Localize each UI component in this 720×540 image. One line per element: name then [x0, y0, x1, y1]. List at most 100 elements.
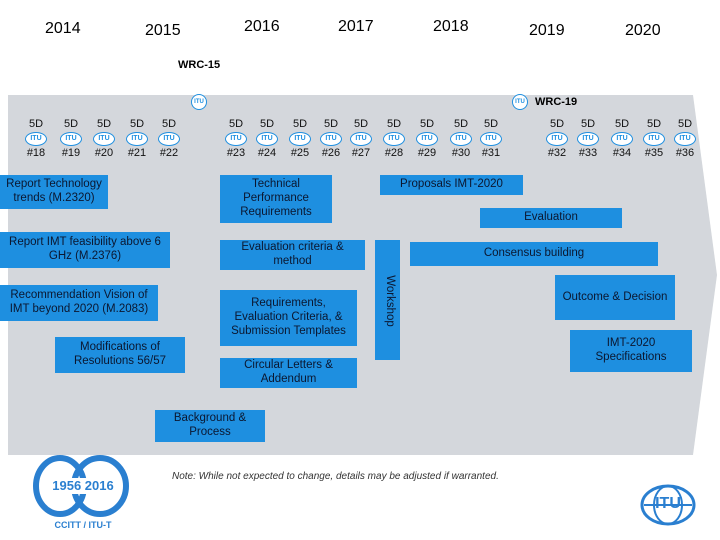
meeting-number: #23 [226, 147, 246, 159]
meeting-group-label: 5D [292, 118, 308, 130]
meeting-number: #36 [675, 147, 695, 159]
meeting-number: #18 [26, 147, 46, 159]
meeting-number: #31 [481, 147, 501, 159]
timeline-arrowhead [693, 95, 717, 455]
meeting-group-label: 5D [549, 118, 565, 130]
year-2016: 2016 [244, 18, 280, 35]
meeting-number: #26 [321, 147, 341, 159]
itu-icon: ITU [383, 132, 405, 146]
meeting-number: #25 [290, 147, 310, 159]
anniversary-caption: CCITT / ITU-T [54, 520, 112, 530]
box-proposals-imt-2020: Proposals IMT-2020 [380, 175, 523, 195]
wrc-19-label: WRC-19 [535, 96, 578, 108]
meeting-5d-32: 5D ITU #32 [540, 118, 574, 168]
meeting-5d-19: 5D ITU #19 [54, 118, 88, 168]
box-background-process: Background & Process [155, 410, 265, 442]
itu-logo-text: ITU [655, 495, 681, 512]
itu-icon: ITU [350, 132, 372, 146]
itu-icon: ITU [225, 132, 247, 146]
wrc-19-itu-icon: ITU [512, 94, 528, 110]
meeting-group-label: 5D [63, 118, 79, 130]
meeting-5d-30: 5D ITU #30 [444, 118, 478, 168]
meeting-group-label: 5D [161, 118, 177, 130]
itu-icon: ITU [416, 132, 438, 146]
itu-icon: ITU [577, 132, 599, 146]
meeting-5d-28: 5D ITU #28 [377, 118, 411, 168]
meeting-number: #19 [61, 147, 81, 159]
meeting-number: #34 [612, 147, 632, 159]
meeting-group-label: 5D [228, 118, 244, 130]
meeting-5d-31: 5D ITU #31 [474, 118, 508, 168]
meeting-group-label: 5D [580, 118, 596, 130]
meeting-5d-22: 5D ITU #22 [152, 118, 186, 168]
itu-icon: ITU [320, 132, 342, 146]
itu-globe-icon [640, 484, 696, 526]
meeting-5d-34: 5D ITU #34 [605, 118, 639, 168]
meeting-group-label: 5D [483, 118, 499, 130]
box-circular-letters: Circular Letters & Addendum [220, 358, 357, 388]
meeting-group-label: 5D [419, 118, 435, 130]
meeting-number: #21 [127, 147, 147, 159]
meeting-group-label: 5D [614, 118, 630, 130]
box-requirements-evaluation-submission: Requirements, Evaluation Criteria, & Sub… [220, 290, 357, 346]
year-2014: 2014 [45, 20, 81, 37]
wrc-15-itu-icon: ITU [191, 94, 207, 110]
meeting-group-label: 5D [386, 118, 402, 130]
workshop-label: Workshop [384, 275, 396, 327]
itu-icon: ITU [643, 132, 665, 146]
box-imt-2020-specifications: IMT-2020 Specifications [570, 330, 692, 372]
meeting-number: #28 [384, 147, 404, 159]
box-technical-performance-requirements: Technical Performance Requirements [220, 175, 332, 223]
itu-logo: ITU [640, 483, 696, 527]
itu-icon: ITU [674, 132, 696, 146]
itu-icon: ITU [158, 132, 180, 146]
itu-icon: ITU [256, 132, 278, 146]
meeting-number: #30 [451, 147, 471, 159]
itu-icon: ITU [126, 132, 148, 146]
box-report-imt-above-6ghz: Report IMT feasibility above 6 GHz (M.23… [0, 232, 170, 268]
box-modifications-resolutions: Modifications of Resolutions 56/57 [55, 337, 185, 373]
meeting-group-label: 5D [129, 118, 145, 130]
itu-icon: ITU [546, 132, 568, 146]
box-recommendation-vision: Recommendation Vision of IMT beyond 2020… [0, 285, 158, 321]
anniversary-60-logo: 1956 2016 CCITT / ITU-T [28, 450, 138, 532]
box-consensus-building: Consensus building [410, 242, 658, 266]
meeting-group-label: 5D [646, 118, 662, 130]
meeting-5d-20: 5D ITU #20 [87, 118, 121, 168]
box-report-technology-trends: Report Technology trends (M.2320) [0, 175, 108, 209]
meeting-number: #33 [578, 147, 598, 159]
itu-icon: ITU [611, 132, 633, 146]
year-2019: 2019 [529, 22, 565, 39]
meeting-group-label: 5D [677, 118, 693, 130]
itu-icon: ITU [480, 132, 502, 146]
wrc-15-label: WRC-15 [178, 59, 221, 71]
meeting-number: #27 [351, 147, 371, 159]
meeting-5d-25: 5D ITU #25 [283, 118, 317, 168]
box-evaluation-criteria: Evaluation criteria & method [220, 240, 365, 270]
meeting-5d-29: 5D ITU #29 [410, 118, 444, 168]
meeting-5d-36: 5D ITU #36 [668, 118, 702, 168]
meeting-5d-21: 5D ITU #21 [120, 118, 154, 168]
itu-icon: ITU [25, 132, 47, 146]
meeting-5d-23: 5D ITU #23 [219, 118, 253, 168]
meeting-5d-18: 5D ITU #18 [19, 118, 53, 168]
meeting-number: #22 [159, 147, 179, 159]
year-2020: 2020 [625, 22, 661, 39]
footnote: Note: While not expected to change, deta… [172, 471, 499, 482]
meeting-5d-33: 5D ITU #33 [571, 118, 605, 168]
meeting-group-label: 5D [323, 118, 339, 130]
itu-icon: ITU [289, 132, 311, 146]
meeting-number: #32 [547, 147, 567, 159]
meeting-5d-26: 5D ITU #26 [314, 118, 348, 168]
itu-icon: ITU [60, 132, 82, 146]
itu-icon: ITU [450, 132, 472, 146]
meeting-group-label: 5D [28, 118, 44, 130]
meeting-group-label: 5D [353, 118, 369, 130]
meeting-number: #20 [94, 147, 114, 159]
meeting-group-label: 5D [96, 118, 112, 130]
meeting-5d-35: 5D ITU #35 [637, 118, 671, 168]
meeting-number: #24 [257, 147, 277, 159]
year-2018: 2018 [433, 18, 469, 35]
meeting-number: #29 [417, 147, 437, 159]
meeting-number: #35 [644, 147, 664, 159]
